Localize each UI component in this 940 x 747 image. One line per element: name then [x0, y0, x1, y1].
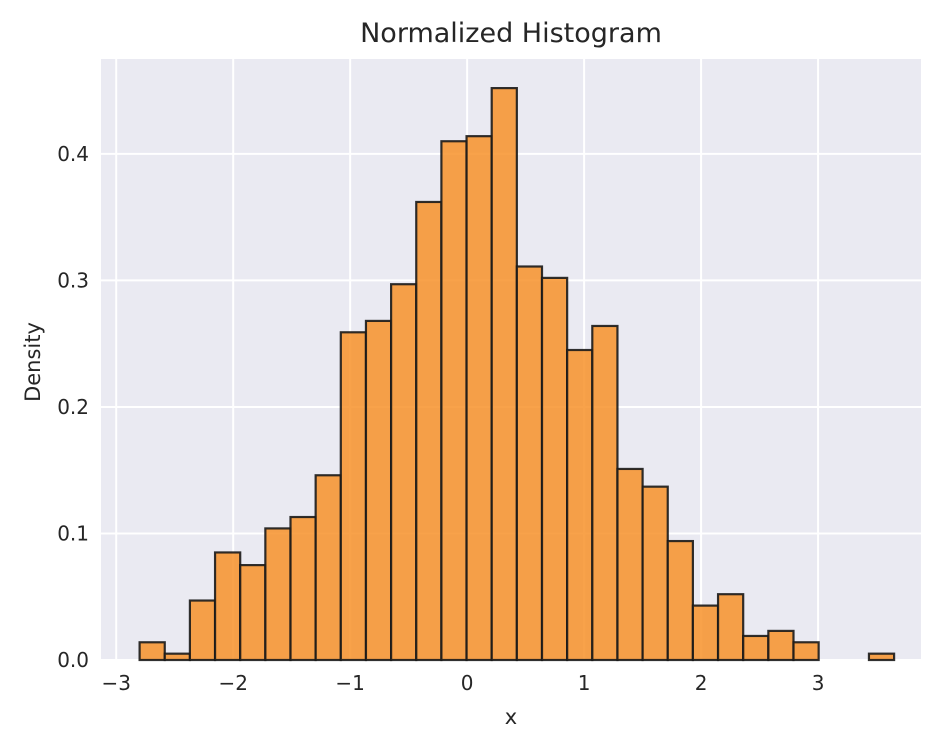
histogram-bar	[289, 515, 317, 662]
histogram-bar	[364, 319, 393, 662]
histogram-bar	[490, 87, 518, 662]
y-tick-label: 0.1	[57, 521, 89, 545]
histogram-bar	[540, 276, 569, 662]
histogram-bar	[339, 331, 368, 662]
y-tick-label: 0.3	[57, 268, 89, 292]
x-tick-labels: −3 −2 −1 0 1 2 3	[101, 671, 824, 695]
x-tick-label: 1	[578, 671, 591, 695]
x-tick-label: −2	[218, 671, 247, 695]
histogram-bar	[264, 527, 292, 662]
chart-title: Normalized Histogram	[360, 18, 662, 49]
histogram-bar	[213, 551, 242, 662]
histogram-bar	[138, 641, 166, 662]
histogram-bar	[616, 467, 644, 662]
histogram-bar	[716, 593, 745, 662]
histogram-bar	[742, 634, 770, 662]
x-tick-label: 3	[812, 671, 825, 695]
histogram-bar	[188, 599, 217, 662]
histogram-bar	[792, 641, 820, 662]
histogram-bar	[415, 200, 443, 662]
histogram-bars	[138, 87, 896, 662]
x-tick-label: −1	[335, 671, 364, 695]
y-tick-labels: 0.0 0.1 0.2 0.3 0.4	[57, 142, 89, 672]
histogram-bar	[691, 604, 720, 662]
histogram-bar	[440, 140, 468, 662]
histogram-bar	[641, 485, 669, 662]
histogram-bar	[666, 539, 694, 662]
y-axis-label: Density	[21, 322, 45, 402]
histogram-bar	[465, 135, 493, 662]
histogram-bar	[566, 348, 594, 662]
y-tick-label: 0.2	[57, 395, 89, 419]
histogram-bar	[389, 283, 418, 662]
histogram-bar	[239, 564, 267, 662]
x-tick-label: 2	[695, 671, 708, 695]
histogram-bar	[767, 629, 795, 662]
y-tick-label: 0.4	[57, 142, 89, 166]
histogram-bar	[591, 324, 619, 662]
x-axis-label: x	[505, 705, 517, 729]
x-tick-label: −3	[101, 671, 130, 695]
histogram-bar	[163, 652, 192, 662]
y-tick-label: 0.0	[57, 648, 89, 672]
histogram-bar	[314, 474, 342, 662]
histogram-bar	[515, 265, 544, 662]
x-tick-label: 0	[461, 671, 474, 695]
histogram-bar	[867, 652, 896, 662]
